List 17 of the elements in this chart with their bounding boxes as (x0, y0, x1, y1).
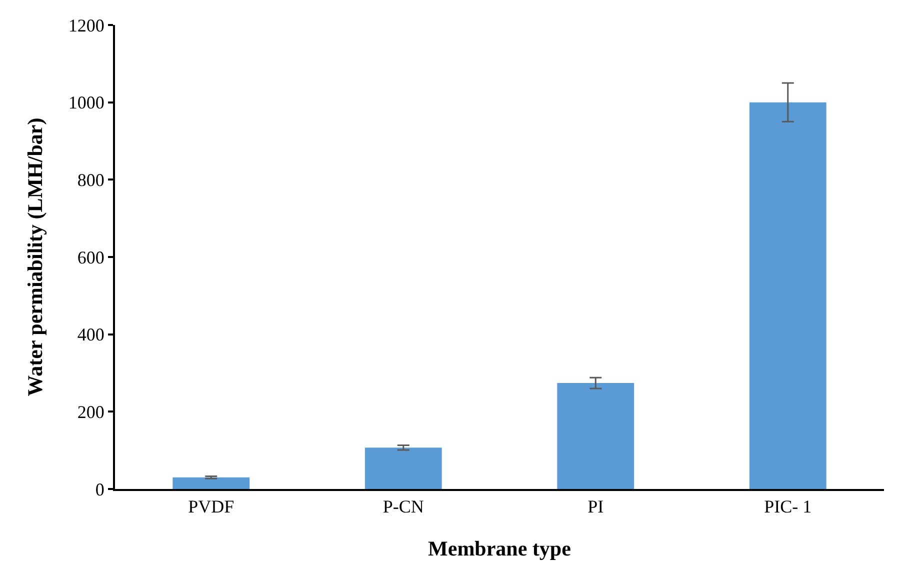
y-tick-label: 600 (77, 247, 104, 268)
bar (172, 477, 250, 489)
y-tick-label: 400 (77, 324, 104, 345)
x-tick-label: PIC- 1 (764, 496, 812, 517)
y-tick-label: 0 (95, 479, 104, 500)
x-tick-label: PVDF (188, 496, 234, 517)
bar (364, 448, 442, 489)
y-axis-title: Water permiability (LMH/bar) (23, 118, 48, 396)
bar (557, 383, 634, 489)
bar (749, 102, 826, 489)
y-tick-label: 800 (77, 170, 104, 190)
y-tick-label: 1200 (68, 15, 104, 36)
x-tick-label: P-CN (382, 496, 424, 517)
x-tick-label: PI (588, 496, 604, 517)
x-axis-title: Membrane type (428, 536, 571, 560)
y-tick-label: 200 (77, 402, 104, 422)
y-tick-label: 1000 (68, 92, 104, 113)
